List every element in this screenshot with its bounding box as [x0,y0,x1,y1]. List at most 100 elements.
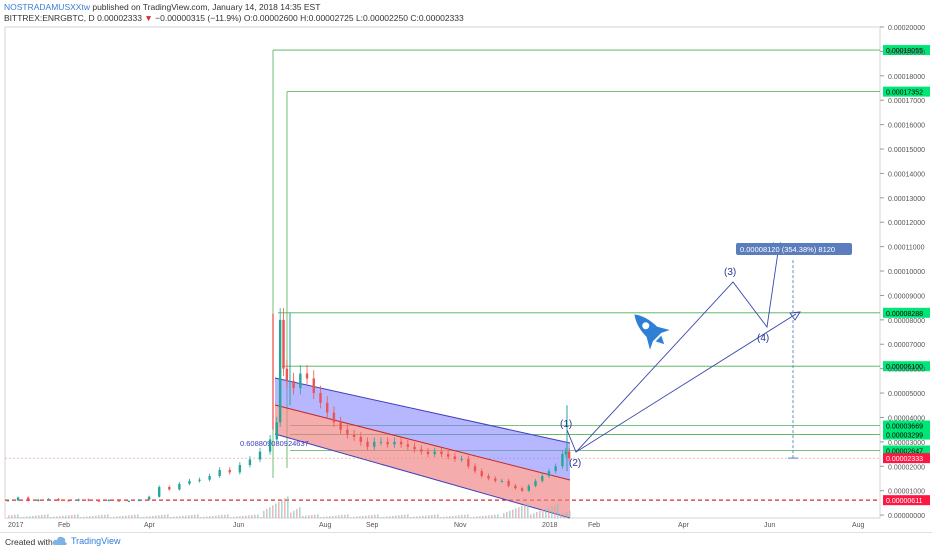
volume-bar [89,516,91,518]
volume-bar [14,514,16,518]
price-level-text: 0.00006100 [886,364,923,371]
volume-bar [83,516,85,518]
volume-bar [185,515,187,518]
volume-bar [284,498,286,518]
price-level-label: 0.00000611 [883,495,930,506]
candle-body [547,471,551,477]
publish-info: published on TradingView.com, January 14… [92,2,321,12]
price-chart[interactable]: 0.00019055 0.00017352 0.00008288 0.00006100… [0,0,932,532]
candle-body [520,488,524,491]
volume-bar [464,514,466,518]
tradingview-brand[interactable]: TradingView [71,536,121,546]
price-level-label: 0.00002647 [883,445,930,456]
volume-bar [404,514,406,518]
x-tick-label: Sep [366,522,379,529]
volume-bar [80,517,82,518]
measure-text: 0.00008120 (354.38%) 8120 [740,245,835,254]
volume-bar [242,515,244,518]
price-levels: 0.00019055 0.00017352 0.00008288 0.00006100… [5,45,930,506]
rocket-window [642,322,650,330]
x-tick-label: Feb [58,522,70,529]
price-level-badge [883,45,930,56]
price-level-text: 0.00002647 [886,448,923,455]
volume-bar [98,515,100,518]
volume-bar [215,515,217,518]
candle-body [339,422,342,430]
volume-bar [446,516,448,518]
volume-bar [59,516,61,518]
volume-bar [374,514,376,518]
volume-bar [143,516,145,518]
volume-bar [176,516,178,518]
volume-bar [209,516,211,518]
volume-bar [515,508,517,518]
open-value: 0.00002600 [252,13,298,23]
price-level-label: 0.00019055 [883,45,930,56]
x-tick-label: Jun [764,522,775,529]
volume-bar [50,517,52,518]
volume-bar [455,515,457,518]
x-tick-label: Feb [588,522,600,529]
volume-bar [161,515,163,518]
volume-bar [155,515,157,518]
price-level-badge [883,86,930,97]
high-value: 0.00002725 [308,13,354,23]
y-tick-label: 0.00014000 [888,171,925,178]
volume-bar [524,504,526,518]
candle-body [460,458,463,460]
volume-bar [452,515,454,518]
price-level-badge [883,361,930,372]
last-price: 0.00002333 [97,13,142,23]
volume-bar [485,515,487,518]
volume-bar [413,516,415,518]
volume-bar [101,515,103,518]
volume-bar [29,516,31,518]
candle-body [278,319,282,423]
tradingview-logo[interactable]: TradingView [52,535,121,547]
volume-bar [542,509,544,518]
x-tick-label: 2017 [8,522,24,529]
volume-bar [248,515,250,518]
price-level-badge [883,445,930,456]
measure-badge [736,242,852,255]
volume-bar [71,515,73,518]
rocket-fin [646,336,653,350]
volume-bar [257,514,259,518]
price-level-text: 0.00003299 [886,433,923,440]
low-label: L: [355,13,364,23]
volume-bar [557,503,559,518]
down-arrow-icon: ▼ [144,13,153,23]
volume-bar [281,500,283,518]
elliott-projection: (1)(2)(3)(4)(5)0.00008120 (354.38%) 8120 [560,242,852,469]
volume-bar [317,514,319,518]
volume-bar [206,516,208,518]
x-tick-label: Apr [144,522,156,529]
price-level-label: 0.00003299 [883,429,930,440]
volume-bar [536,512,538,518]
volume-bar [380,517,382,518]
volume-bar [65,515,67,518]
volume-bar [338,515,340,518]
x-tick-label: Jun [233,522,244,529]
volume-bar [23,516,25,518]
volume-bar [350,517,352,518]
volume-bar [26,516,28,518]
price-level-text: 0.00019055 [886,48,923,55]
volume-bar [473,516,475,518]
volume-bar [530,514,532,518]
candle-body [37,499,40,501]
volume-bar [425,515,427,518]
volume-bar [356,516,358,518]
candle-body [275,422,278,440]
volume-bars [8,496,571,518]
volume-bar [341,515,343,518]
y-tick-label: 0.00015000 [888,147,925,154]
candle-body [473,466,477,472]
volume-bar [197,514,199,518]
volume-bar [512,509,514,518]
author-name[interactable]: NOSTRADAMUSXXtw [4,2,90,12]
candle-body [480,471,483,477]
volume-bar [263,510,265,518]
channel-upper-band [275,378,570,480]
candle-body [541,476,544,481]
